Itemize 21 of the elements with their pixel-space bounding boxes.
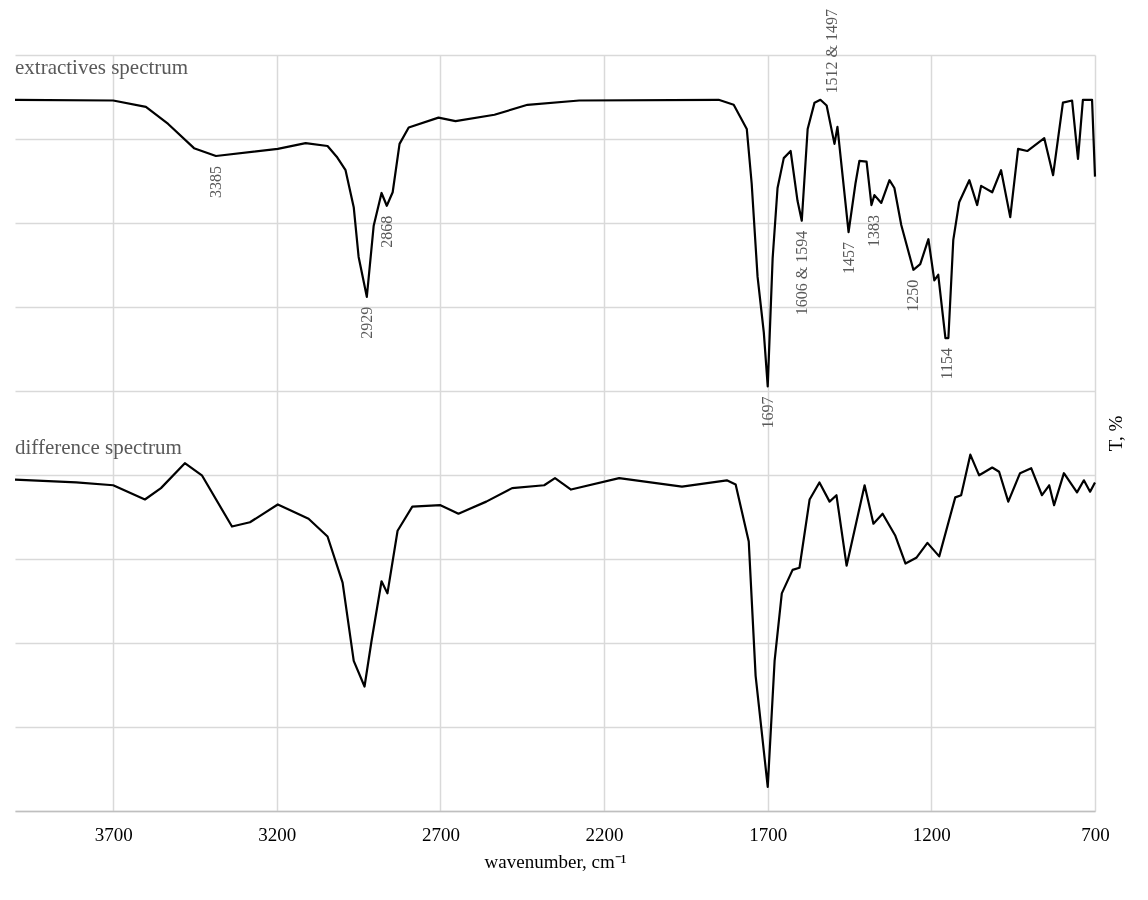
annotation: 1697 xyxy=(758,396,776,429)
annotation: 1154 xyxy=(938,348,956,380)
y-axis-title: T, % xyxy=(1104,415,1126,452)
series-label: extractives spectrum xyxy=(15,54,189,79)
x-tick-label: 3200 xyxy=(258,823,297,845)
x-tick-label: 3700 xyxy=(94,823,133,845)
annotation: 1250 xyxy=(904,279,922,312)
x-axis-title: wavenumber, cm⁻¹ xyxy=(484,850,627,872)
annotation: 1457 xyxy=(839,242,857,275)
annotation: 2868 xyxy=(377,215,395,248)
x-tick-label: 2200 xyxy=(585,823,624,845)
annotation: 1512 & 1497 xyxy=(822,9,840,94)
annotation: 1383 xyxy=(865,215,883,248)
annotation: 2929 xyxy=(357,306,375,339)
x-tick-label: 1200 xyxy=(912,823,951,845)
annotation: 3385 xyxy=(207,165,225,198)
annotation: 1606 & 1594 xyxy=(792,230,810,316)
x-tick-label: 2700 xyxy=(421,823,460,845)
series-label: difference spectrum xyxy=(15,434,182,459)
x-tick-label: 1700 xyxy=(749,823,788,845)
x-tick-label: 700 xyxy=(1081,823,1110,845)
